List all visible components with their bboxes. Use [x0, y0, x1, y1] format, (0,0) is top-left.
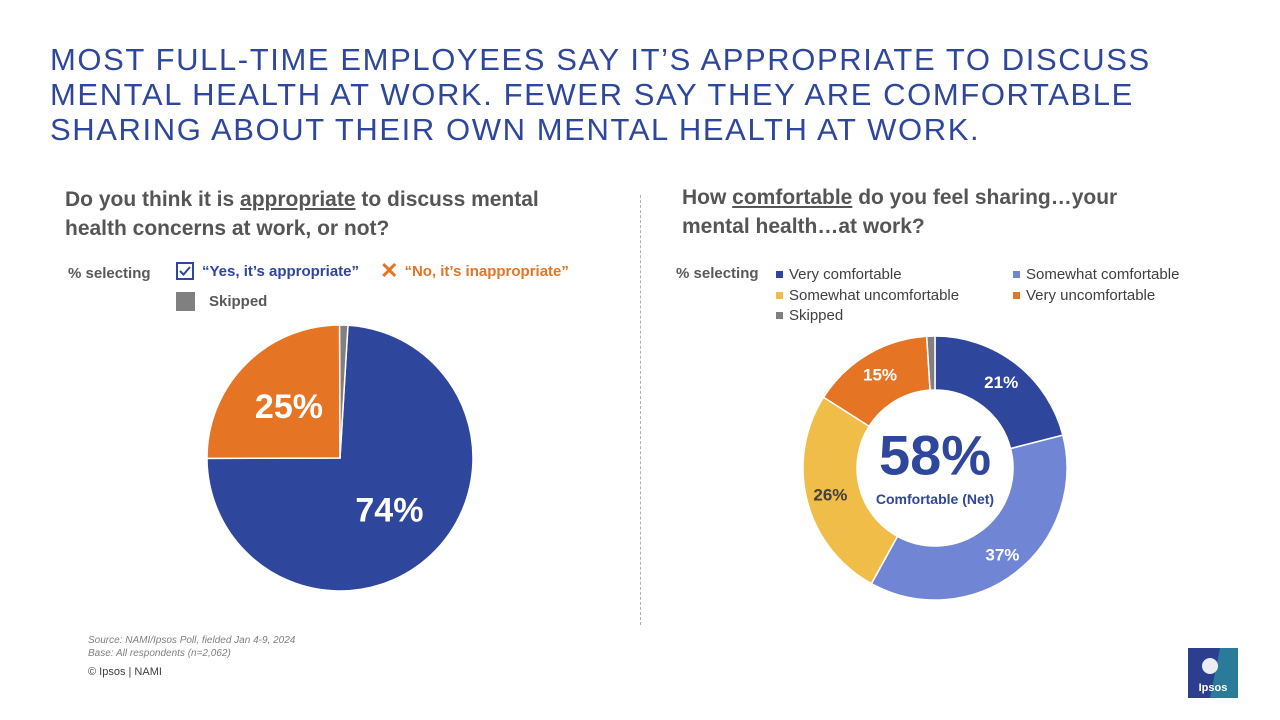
left-pct-label: % selecting [68, 265, 151, 282]
legend-skipped-label: Skipped [209, 293, 268, 310]
left-question-emphasis: appropriate [240, 188, 356, 211]
center-net-label: Comfortable (Net) [876, 491, 994, 507]
data-label-somewhat-uncomfortable: 26% [813, 485, 847, 504]
slide-title: MOST FULL-TIME EMPLOYEES SAY IT’S APPROP… [50, 42, 1230, 147]
pie-chart-appropriate: 74% 25% [206, 324, 474, 592]
legend-no-label: “No, it’s inappropriate” [404, 262, 569, 280]
title-line-3: SHARING ABOUT THEIR OWN MENTAL HEALTH AT… [50, 112, 981, 147]
slice-somewhat-uncomfortable [802, 396, 899, 585]
ipsos-logo-graphic: Ipsos [1188, 648, 1238, 698]
swatch-very-comfortable [776, 271, 783, 278]
legend-skipped-right: Skipped [776, 307, 843, 324]
copyright: © Ipsos | NAMI [88, 666, 162, 678]
title-line-1: MOST FULL-TIME EMPLOYEES SAY IT’S APPROP… [50, 42, 1151, 77]
swatch-somewhat-comfortable [1013, 271, 1020, 278]
data-label-very-uncomfortable: 15% [863, 366, 897, 385]
slice-no-it-s-inappropriate [206, 324, 341, 460]
base-note: Base: All respondents (n=2,062) [88, 648, 231, 659]
legend-very-comfortable: Very comfortable [776, 266, 902, 283]
right-question-emphasis: comfortable [732, 186, 853, 209]
data-label-somewhat-comfortable: 37% [985, 545, 1019, 564]
donut-chart-comfortable: 21% 37% 26% 15% 58% Comfortable (Net) [802, 335, 1068, 601]
legend-very-uncomfortable: Very uncomfortable [1013, 287, 1155, 304]
divider [640, 195, 641, 625]
left-question-post2: health concerns at work, or not? [65, 217, 390, 240]
legend-somewhat-uncomfortable-label: Somewhat uncomfortable [789, 287, 960, 304]
left-question-post1: to discuss mental [355, 188, 539, 211]
title-line-2: MENTAL HEALTH AT WORK. FEWER SAY THEY AR… [50, 77, 1134, 112]
right-question-post2: mental health…at work? [682, 215, 925, 238]
legend-very-uncomfortable-label: Very uncomfortable [1026, 287, 1156, 304]
legend-yes-label: “Yes, it’s appropriate” [202, 262, 359, 280]
legend-somewhat-uncomfortable: Somewhat uncomfortable [776, 287, 959, 304]
right-pct-label: % selecting [676, 265, 759, 282]
ipsos-logo-text: Ipsos [1199, 682, 1228, 694]
slice-skipped [925, 335, 936, 391]
data-label-no-it-s-inappropriate: 25% [255, 388, 323, 426]
left-question-pre: Do you think it is [65, 188, 241, 211]
right-question: How comfortable do you feel sharing…your… [682, 183, 1117, 241]
swatch-somewhat-uncomfortable [776, 292, 783, 299]
slice-very-comfortable [934, 335, 1064, 450]
legend-skipped: Skipped [176, 292, 267, 311]
x-mark-icon: ✕ [380, 258, 399, 283]
legend-somewhat-comfortable: Somewhat comfortable [1013, 266, 1179, 283]
slice-skipped [338, 324, 349, 459]
right-question-pre: How [682, 186, 733, 209]
left-question: Do you think it is appropriate to discus… [65, 185, 539, 243]
source-note: Source: NAMI/Ipsos Poll, fielded Jan 4-9… [88, 635, 296, 646]
legend-very-comfortable-label: Very comfortable [789, 266, 902, 283]
gray-square-icon [176, 292, 195, 311]
swatch-skipped [776, 312, 783, 319]
legend-no: ✕ “No, it’s inappropriate” [380, 258, 569, 283]
swatch-very-uncomfortable [1013, 292, 1020, 299]
legend-somewhat-comfortable-label: Somewhat comfortable [1026, 266, 1180, 283]
data-label-very-comfortable: 21% [984, 373, 1018, 392]
checkbox-icon [176, 262, 194, 280]
right-question-post1: do you feel sharing…your [852, 186, 1118, 209]
legend-yes: “Yes, it’s appropriate” [176, 262, 359, 280]
slice-somewhat-comfortable [870, 434, 1068, 601]
data-label-yes-it-s-appropriate: 74% [355, 491, 423, 529]
legend-skipped-right-label: Skipped [789, 307, 844, 324]
ipsos-logo: Ipsos [1188, 648, 1238, 698]
center-net-value: 58% [879, 424, 991, 487]
